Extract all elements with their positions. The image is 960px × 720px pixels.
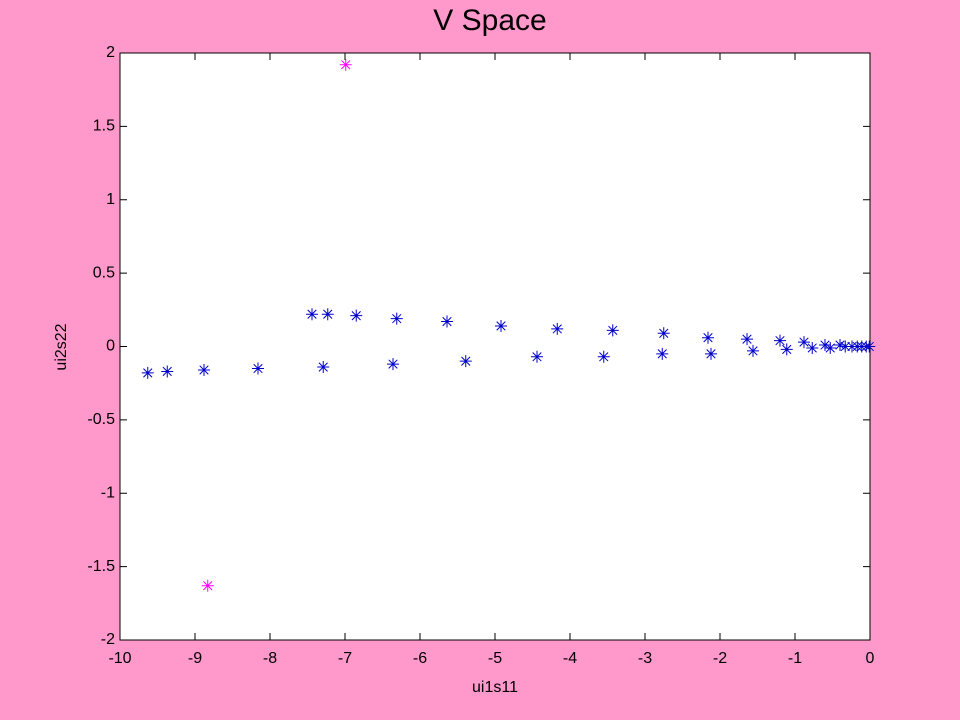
point (350, 309, 363, 322)
y-tick-label: -1.5 (87, 558, 115, 575)
y-tick-label: -2 (101, 631, 115, 648)
x-tick-label: -7 (338, 650, 352, 667)
point (161, 365, 174, 378)
y-tick-label: 2 (106, 44, 115, 61)
point (597, 350, 610, 363)
point (819, 339, 831, 352)
point (441, 315, 453, 328)
point (780, 343, 793, 356)
point (321, 308, 334, 321)
x-tick-label: -10 (108, 650, 131, 667)
x-tick-label: -8 (263, 650, 277, 667)
point (459, 355, 472, 368)
x-axis-label: ui1s11 (472, 679, 518, 696)
y-tick-label: -0.5 (87, 411, 115, 428)
point (741, 333, 753, 346)
x-tick-label: -2 (713, 650, 727, 667)
point (806, 341, 819, 354)
plot-area (119, 52, 871, 641)
point (306, 308, 318, 321)
y-tick-label: 0 (106, 338, 115, 355)
point (339, 58, 352, 71)
y-tick-label: 0.5 (93, 264, 115, 281)
x-tick-label: -3 (638, 650, 652, 667)
point (824, 341, 837, 354)
point (774, 334, 786, 347)
point (495, 319, 507, 332)
point (863, 340, 876, 353)
point (551, 322, 564, 335)
point (201, 579, 214, 592)
point (839, 340, 852, 353)
x-tick-label: -6 (413, 650, 427, 667)
point (317, 361, 330, 374)
point (387, 358, 399, 371)
x-tick-label: -1 (788, 650, 802, 667)
point (657, 327, 670, 340)
point (606, 324, 619, 337)
x-tick-label: -4 (563, 650, 577, 667)
y-axis-label: ui2s22 (53, 323, 70, 370)
point (141, 366, 154, 379)
point (390, 312, 403, 325)
y-tick-label: -1 (101, 484, 115, 501)
point (252, 362, 264, 375)
y-tick-label: 1.5 (93, 118, 115, 135)
x-tick-label: -9 (188, 650, 202, 667)
point (198, 363, 210, 376)
x-tick-label: -5 (488, 650, 502, 667)
point (531, 350, 543, 363)
y-tick-label: 1 (106, 191, 115, 208)
point (702, 331, 714, 344)
point (747, 344, 759, 357)
point (834, 339, 846, 352)
x-tick-label: 0 (866, 650, 875, 667)
point (656, 347, 669, 360)
chart-title: V Space (433, 4, 546, 37)
point (705, 347, 717, 360)
point (798, 336, 810, 349)
